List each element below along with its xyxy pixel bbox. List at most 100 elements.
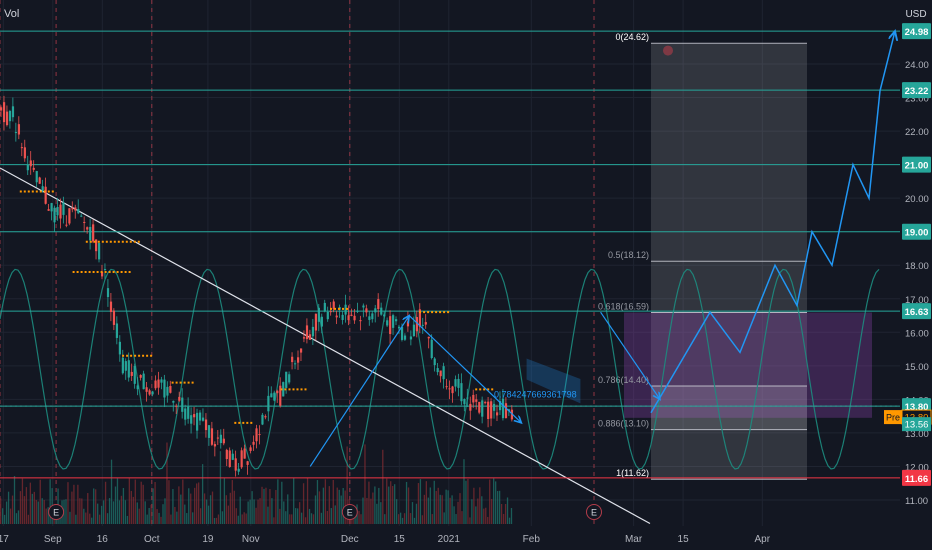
candle-body	[484, 402, 487, 404]
volume-bar	[41, 498, 43, 524]
volume-bar	[302, 483, 305, 524]
volume-bar	[451, 495, 453, 524]
volume-bar	[245, 513, 247, 524]
candle-body	[231, 453, 234, 460]
volume-bar	[35, 499, 37, 524]
volume-bar	[382, 449, 384, 524]
volume-bar	[298, 502, 301, 524]
candle-body	[178, 396, 181, 401]
volume-bar	[180, 494, 182, 524]
volume-bar	[132, 496, 134, 524]
volume-bar	[229, 492, 231, 524]
candle-body	[383, 314, 386, 317]
level-price-tag	[902, 23, 931, 40]
volume-bar	[427, 497, 429, 524]
volume-bar	[459, 493, 461, 524]
volume-bar	[203, 493, 206, 524]
volume-bar	[415, 503, 418, 524]
volume-bar	[209, 495, 212, 524]
falling-wedge[interactable]	[526, 358, 581, 404]
volume-bar	[479, 487, 481, 524]
volume-bar	[322, 487, 325, 524]
candle-body	[160, 379, 163, 383]
candle-body	[311, 326, 315, 337]
candle-body	[86, 227, 89, 230]
volume-bar	[156, 509, 158, 524]
volume-bar	[265, 487, 267, 524]
volume-bar	[136, 502, 138, 524]
candle-body	[50, 203, 53, 212]
candle-body	[59, 204, 62, 219]
volume-bar	[435, 490, 437, 524]
volume-bar	[304, 517, 307, 524]
candle-body	[466, 397, 469, 399]
time-tick-label: 15	[678, 534, 690, 545]
wave-arrow[interactable]	[408, 315, 521, 423]
candle-body	[246, 461, 249, 465]
candle-body	[347, 315, 350, 321]
volume-bar	[120, 495, 123, 524]
candle-body	[225, 449, 228, 460]
volume-bar	[312, 514, 315, 524]
volume-bar	[0, 498, 2, 524]
volume-bar	[83, 508, 85, 524]
volume-bar	[59, 517, 61, 524]
alert-dot[interactable]	[663, 45, 673, 56]
candle-body	[47, 209, 50, 211]
candle-body	[457, 378, 460, 388]
time-tick-label: Mar	[625, 534, 643, 545]
downtrend-line[interactable]	[0, 167, 651, 525]
volume-bar	[449, 497, 451, 524]
candle-body	[276, 390, 279, 394]
projection-path[interactable]	[650, 31, 895, 414]
candle-body	[92, 224, 95, 242]
volume-bar	[394, 484, 396, 524]
price-tick-label: 11.00	[905, 496, 928, 507]
volume-bar	[97, 503, 99, 524]
candle-body	[362, 305, 365, 308]
wave-arrow[interactable]	[309, 316, 409, 467]
candle-body	[2, 102, 6, 123]
earnings-marker[interactable]	[48, 504, 65, 520]
volume-bar	[13, 475, 16, 524]
level-price-label: 24.98	[905, 27, 929, 38]
candle-body	[68, 208, 71, 224]
candle-body	[445, 386, 448, 388]
level-price-label: 23.22	[905, 86, 929, 97]
volume-bar	[390, 481, 392, 524]
candle-body	[20, 147, 23, 149]
candle-body	[493, 403, 496, 411]
candle-body	[193, 414, 196, 418]
volume-bar	[237, 515, 239, 524]
fib-level-label: 0.786(14.40)	[598, 375, 649, 385]
wave-arrow[interactable]	[600, 311, 660, 399]
vol-label: Vol	[4, 8, 19, 20]
candle-body	[371, 313, 374, 320]
volume-bar	[122, 487, 125, 524]
cycle-sine-wave	[0, 268, 880, 470]
volume-bar	[293, 477, 295, 524]
earnings-marker[interactable]	[586, 504, 602, 520]
time-tick-label: 17	[0, 534, 9, 545]
level-price-tag	[902, 156, 931, 173]
volume-bar	[320, 512, 323, 524]
volume-bar	[146, 514, 148, 524]
candle-body	[145, 387, 148, 392]
candle-body	[136, 385, 139, 390]
volume-bar	[154, 481, 156, 524]
level-price-tag	[902, 303, 931, 320]
candle-body	[154, 380, 157, 389]
volume-bar	[392, 486, 394, 524]
volume-bar	[126, 515, 129, 524]
volume-bar	[164, 498, 166, 524]
candle-body	[5, 111, 9, 126]
volume-bar	[130, 490, 132, 524]
candle-body	[368, 316, 371, 320]
volume-bar	[437, 487, 439, 524]
volume-bar	[407, 487, 410, 524]
fib-level-label: 0.618(16.59)	[598, 302, 649, 312]
volume-bar	[116, 478, 119, 524]
earnings-marker[interactable]	[341, 504, 358, 520]
